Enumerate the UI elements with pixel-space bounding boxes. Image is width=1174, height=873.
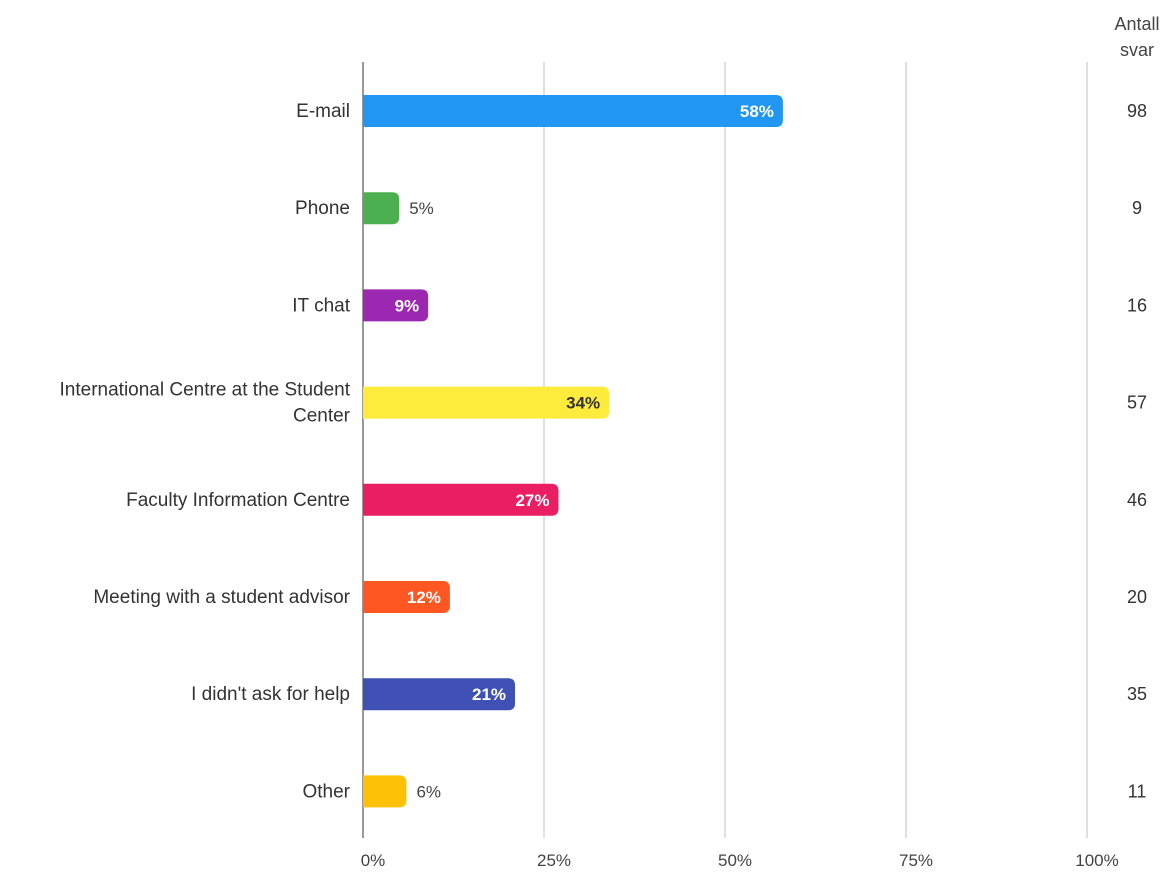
answer-count: 46	[1127, 490, 1147, 510]
answer-count: 98	[1127, 101, 1147, 121]
category-label: Meeting with a student advisor	[93, 587, 350, 608]
x-tick-label: 50%	[718, 851, 752, 870]
category-label: Center	[293, 406, 351, 427]
answer-count: 16	[1127, 295, 1147, 315]
category-label: E-mail	[296, 101, 350, 122]
x-tick-label: 75%	[899, 851, 933, 870]
gridlines	[362, 62, 1088, 838]
bar-value-label: 27%	[515, 491, 549, 510]
bar-value-label: 34%	[566, 394, 600, 413]
bar	[363, 192, 400, 225]
bar	[363, 386, 610, 419]
bar-value-label: 5%	[409, 199, 434, 218]
bar-value-label: 21%	[472, 685, 506, 704]
x-axis-ticks: 0% 25% 50% 75% 100%	[361, 851, 1119, 870]
bar	[363, 581, 450, 613]
answer-count: 35	[1127, 684, 1147, 704]
answer-counts: Antall svar 98 9 16 57 46 20 35 11	[1114, 14, 1159, 801]
bars: 58% 5% 9% 34% 27% 12% 21% 6%	[363, 95, 783, 808]
bar-value-label: 6%	[416, 782, 441, 801]
category-label: Phone	[295, 198, 350, 219]
answer-count: 11	[1128, 781, 1147, 801]
bar-value-label: 58%	[740, 102, 774, 121]
counts-header-line1: Antall	[1114, 14, 1159, 34]
bar	[363, 483, 559, 516]
counts-header-line2: svar	[1120, 40, 1154, 60]
answer-count: 20	[1127, 587, 1147, 607]
bar-value-label: 12%	[407, 588, 441, 607]
x-tick-label: 25%	[537, 851, 571, 870]
answer-count: 9	[1132, 198, 1142, 218]
category-label: Faculty Information Centre	[126, 490, 350, 511]
bar	[363, 95, 783, 127]
category-label: Other	[302, 781, 350, 802]
category-label: International Centre at the Student	[60, 380, 351, 401]
x-tick-label: 100%	[1075, 851, 1118, 870]
category-label: IT chat	[292, 295, 350, 316]
category-label: I didn't ask for help	[191, 684, 350, 705]
bar	[363, 775, 407, 808]
bar	[363, 289, 429, 322]
answer-count: 57	[1127, 393, 1147, 413]
x-tick-label: 0%	[361, 851, 386, 870]
bar	[363, 678, 516, 711]
category-labels: E-mail Phone IT chat International Centre a…	[60, 101, 351, 802]
bar-value-label: 9%	[395, 296, 420, 315]
